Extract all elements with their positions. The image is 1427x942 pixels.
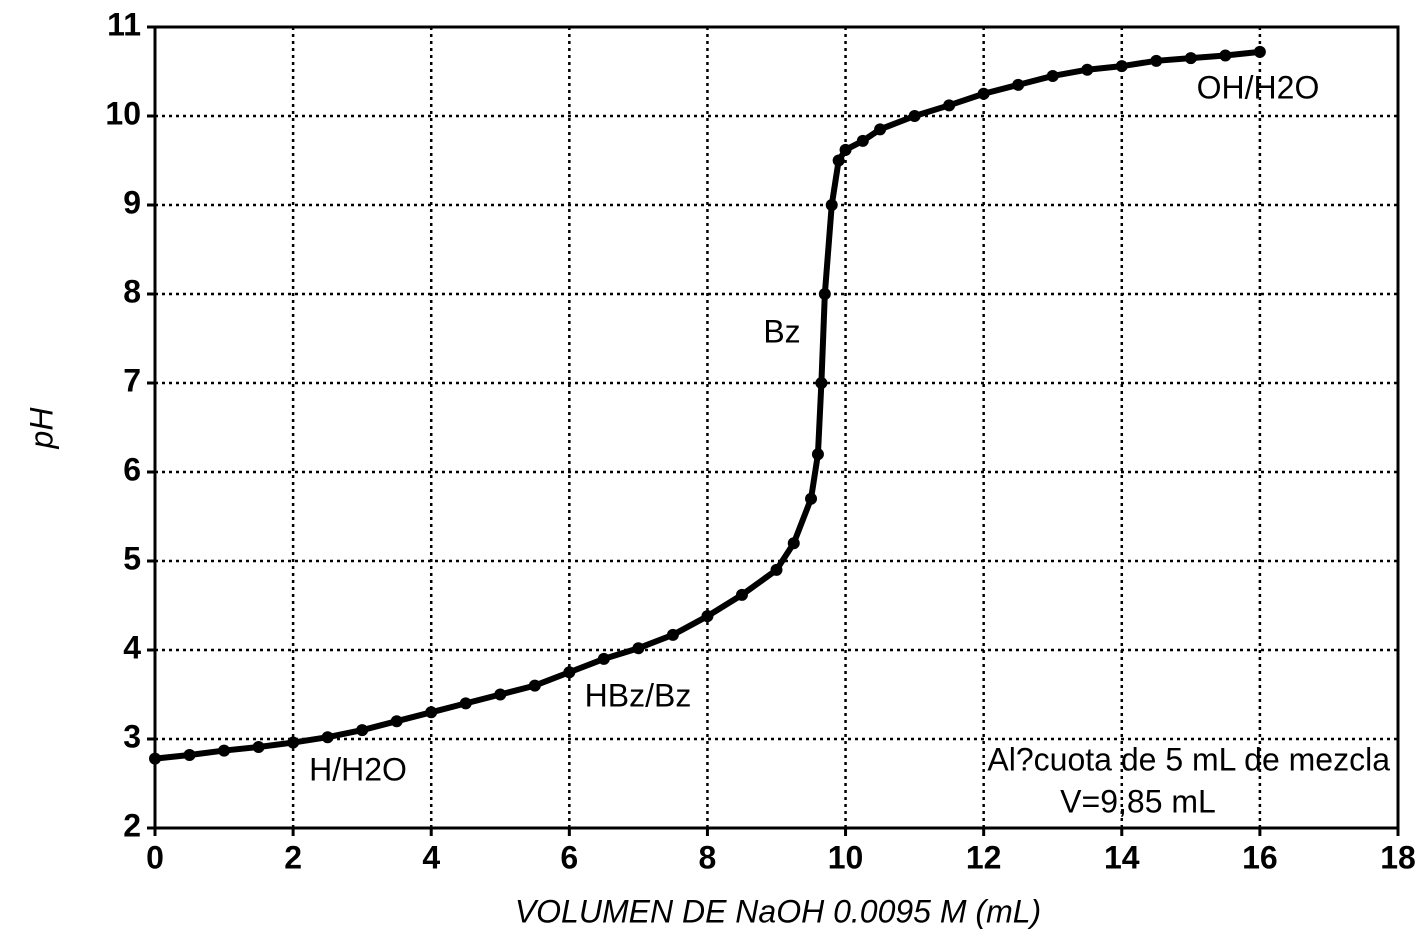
annotation: Al?cuota de 5 mL de mezcla (987, 741, 1390, 777)
x-tick-label: 12 (966, 839, 1002, 875)
x-tick-label: 18 (1380, 839, 1416, 875)
data-point (1081, 63, 1094, 76)
x-tick-label: 6 (560, 839, 578, 875)
data-point (1219, 49, 1232, 62)
annotation: Bz (763, 313, 800, 349)
data-point (666, 628, 679, 641)
data-point (528, 679, 541, 692)
x-tick-label: 8 (699, 839, 717, 875)
x-tick-label: 4 (422, 839, 440, 875)
data-point (1150, 54, 1163, 67)
data-point (321, 731, 334, 744)
data-point (825, 199, 838, 211)
y-tick-label: 6 (123, 451, 141, 487)
x-tick-label: 16 (1242, 839, 1278, 875)
data-point (1253, 45, 1266, 58)
x-tick-label: 14 (1104, 839, 1140, 875)
data-point (1046, 69, 1059, 82)
data-point (735, 588, 748, 601)
data-point (856, 134, 869, 147)
data-point (390, 715, 403, 728)
data-point (459, 697, 472, 710)
data-point (839, 143, 852, 156)
plot-frame (153, 25, 1400, 830)
data-point (832, 154, 845, 167)
x-tick-label: 10 (828, 839, 864, 875)
annotation: H/H2O (309, 751, 407, 787)
data-point (787, 537, 800, 550)
y-tick-label: 7 (123, 362, 141, 398)
y-tick-label: 4 (123, 629, 141, 665)
y-tick-label: 10 (105, 95, 141, 131)
data-point (494, 688, 507, 701)
data-point (908, 110, 921, 122)
data-point (805, 492, 818, 505)
annotation: HBz/Bz (585, 677, 692, 713)
x-tick-label: 0 (146, 839, 164, 875)
data-point (818, 288, 831, 300)
data-point (701, 610, 714, 623)
y-tick-label: 8 (123, 273, 141, 309)
data-point (874, 123, 887, 136)
annotation: OH/H2O (1197, 69, 1320, 105)
data-point (815, 377, 828, 389)
data-point (425, 706, 438, 719)
data-point (356, 724, 369, 737)
annotation: V=9,85 mL (1060, 783, 1216, 819)
data-point (1012, 78, 1025, 91)
x-axis-label: VOLUMEN DE NaOH 0.0095 M (mL) (515, 893, 1041, 929)
data-point (218, 744, 231, 757)
y-tick-label: 5 (123, 540, 141, 576)
y-tick-label: 11 (107, 6, 141, 42)
x-tick-label: 2 (284, 839, 302, 875)
data-point (770, 563, 783, 576)
data-point (1184, 52, 1197, 65)
data-point (563, 666, 576, 679)
y-tick-label: 3 (123, 718, 141, 754)
data-point (287, 736, 300, 749)
data-point (597, 652, 610, 665)
data-point (632, 642, 645, 655)
data-point (943, 99, 956, 112)
data-point (1115, 60, 1128, 73)
data-point (183, 749, 196, 762)
y-tick-label: 2 (123, 807, 141, 843)
data-line (154, 48, 1261, 762)
y-axis-label: pH (23, 407, 59, 450)
y-tick-label: 9 (123, 184, 141, 220)
data-point (977, 87, 990, 100)
data-point (149, 752, 161, 765)
data-point (811, 448, 824, 461)
data-point (252, 741, 265, 754)
